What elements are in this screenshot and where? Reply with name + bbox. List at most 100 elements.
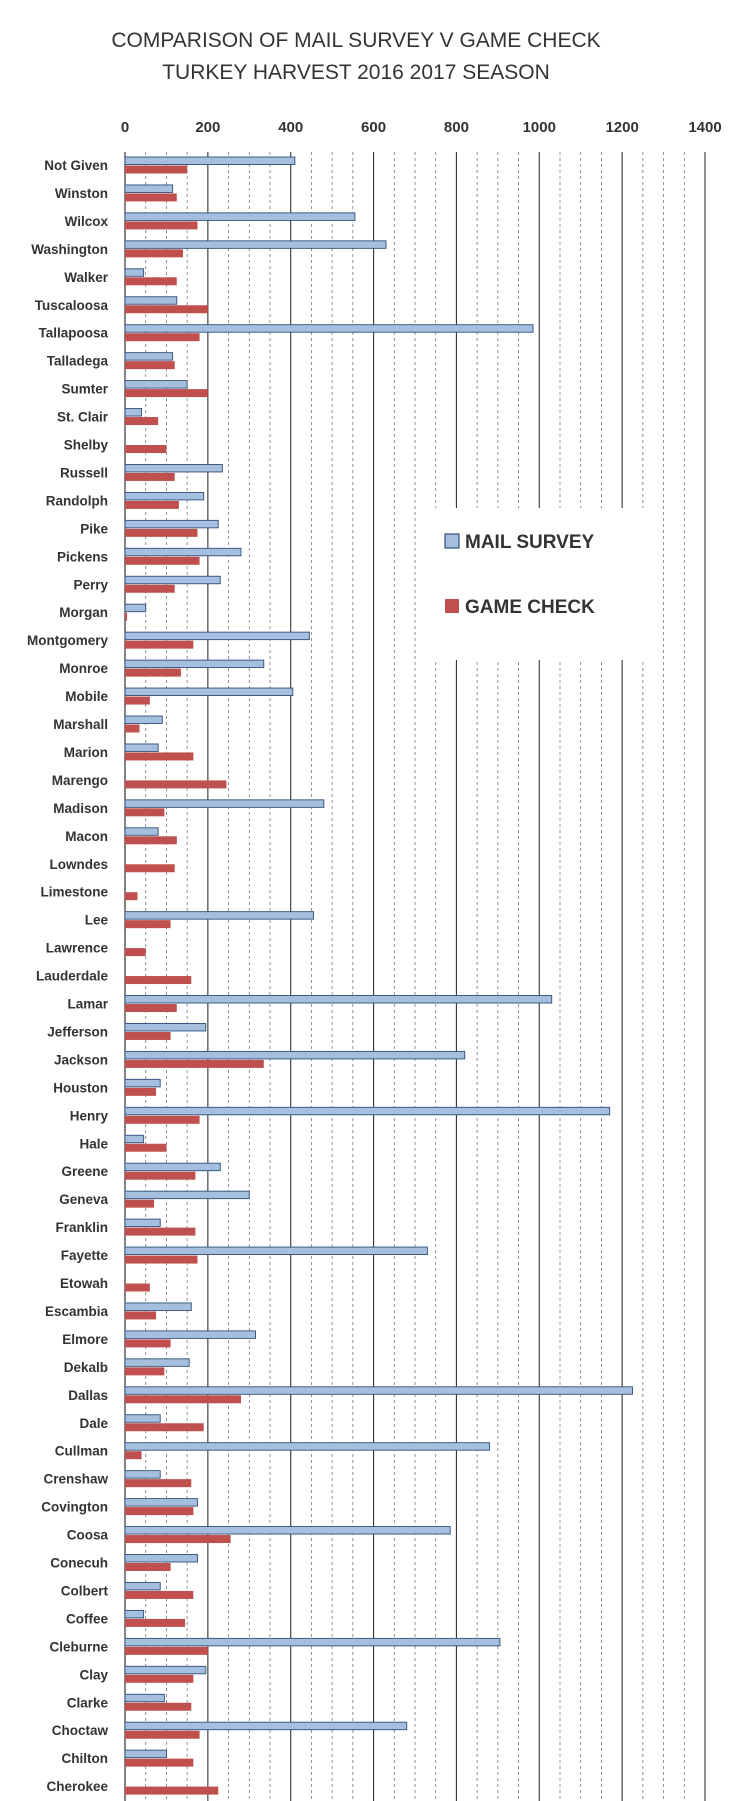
bar-game-check-morgan <box>125 612 128 621</box>
bar-mail-survey-franklin <box>124 1218 161 1228</box>
category-label-limestone: Limestone <box>40 885 108 900</box>
bar-game-check-perry <box>125 584 175 593</box>
bar-mail-survey-elmore <box>124 1330 256 1339</box>
legend-label-game-check: GAME CHECK <box>465 597 595 618</box>
bar-mail-survey-escambia <box>124 1302 192 1311</box>
title-line-2: TURKEY HARVEST 2016 2017 SEASON <box>162 61 550 84</box>
category-label-lamar: Lamar <box>67 997 108 1012</box>
category-label-marshall: Marshall <box>53 717 108 732</box>
bar-mail-survey-chilton <box>124 1749 167 1759</box>
category-label-pickens: Pickens <box>57 549 108 564</box>
bar-mail-survey-jefferson <box>124 1023 207 1032</box>
bar-game-check-fayette <box>125 1255 198 1264</box>
bar-mail-survey-tuscaloosa <box>124 296 178 305</box>
bar-game-check-lawrence <box>125 948 146 957</box>
bar-mail-survey-wilcox <box>124 212 356 221</box>
category-label-jackson: Jackson <box>54 1052 108 1067</box>
category-label-cherokee: Cherokee <box>46 1779 108 1794</box>
category-label-washington: Washington <box>31 242 108 257</box>
bar-game-check-lowndes <box>125 864 175 873</box>
bar-game-check-tallapoosa <box>125 333 200 342</box>
legend: MAIL SURVEY GAME CHECK <box>426 508 654 660</box>
bar-game-check-geneva <box>125 1199 154 1208</box>
bar-mail-survey-marshall <box>124 715 163 724</box>
bar-game-check-chilton <box>125 1758 194 1767</box>
category-label-colbert: Colbert <box>61 1583 109 1598</box>
bar-game-check-escambia <box>125 1311 157 1320</box>
bar-mail-survey-lamar <box>124 995 553 1004</box>
bar-game-check-houston <box>125 1087 157 1096</box>
category-label-etowah: Etowah <box>60 1276 108 1291</box>
category-label-lowndes: Lowndes <box>49 857 108 872</box>
bar-game-check-cleburne <box>125 1646 208 1655</box>
category-label-walker: Walker <box>64 270 109 285</box>
category-label-fayette: Fayette <box>61 1248 109 1263</box>
bar-game-check-greene <box>125 1171 196 1180</box>
bar-game-check-marion <box>125 752 194 761</box>
category-label-covington: Covington <box>41 1500 108 1515</box>
x-tick-label-600: 600 <box>361 119 386 136</box>
category-label-greene: Greene <box>61 1164 108 1179</box>
bar-mail-survey-greene <box>124 1162 221 1172</box>
bar-game-check-cullman <box>125 1451 142 1460</box>
category-label-henry: Henry <box>70 1108 109 1123</box>
legend-background <box>426 508 654 660</box>
x-tick-label-200: 200 <box>195 119 220 136</box>
category-label-coosa: Coosa <box>67 1528 109 1543</box>
bar-mail-survey-cullman <box>124 1442 491 1451</box>
bar-mail-survey-tallapoosa <box>124 324 534 333</box>
bar-mail-survey-cleburne <box>124 1637 501 1647</box>
category-label-clay: Clay <box>79 1667 108 1682</box>
category-label-shelby: Shelby <box>64 438 109 453</box>
bar-mail-survey-dekalb <box>124 1358 190 1367</box>
x-tick-label-400: 400 <box>278 119 303 136</box>
bar-mail-survey-madison <box>124 799 325 808</box>
bar-game-check-sumter <box>125 389 208 398</box>
bar-mail-survey-washington <box>124 240 387 249</box>
category-label-monroe: Monroe <box>59 661 108 676</box>
bar-game-check-cherokee <box>125 1786 219 1795</box>
bar-mail-survey-lee <box>124 911 314 920</box>
bar-game-check-franklin <box>125 1227 196 1236</box>
bar-game-check-talladega <box>125 361 175 370</box>
bar-mail-survey-walker <box>124 268 145 277</box>
category-label-houston: Houston <box>53 1080 108 1095</box>
category-label-sumter: Sumter <box>61 382 108 397</box>
category-label-geneva: Geneva <box>59 1192 108 1207</box>
bar-mail-survey-choctaw <box>124 1721 408 1731</box>
bar-game-check-clarke <box>125 1702 192 1711</box>
category-label-lauderdale: Lauderdale <box>36 969 109 984</box>
bar-mail-survey-fayette <box>124 1246 428 1256</box>
bar-mail-survey-houston <box>124 1078 161 1088</box>
category-label-macon: Macon <box>65 829 108 844</box>
category-label-wilcox: Wilcox <box>65 214 109 229</box>
bar-mail-survey-pike <box>124 519 219 529</box>
category-label-dekalb: Dekalb <box>64 1360 108 1375</box>
bar-game-check-covington <box>125 1507 194 1516</box>
bar-game-check-pike <box>125 528 198 537</box>
bar-game-check-wilcox <box>125 221 198 230</box>
category-label-montgomery: Montgomery <box>27 633 108 648</box>
category-label-cleburne: Cleburne <box>49 1639 108 1654</box>
bar-mail-survey-randolph <box>124 491 205 501</box>
bar-game-check-colbert <box>125 1590 194 1599</box>
bar-mail-survey-colbert <box>124 1581 161 1591</box>
bar-game-check-marshall <box>125 724 140 733</box>
bar-game-check-shelby <box>125 445 167 453</box>
bar-game-check-conecuh <box>125 1563 171 1571</box>
category-label-franklin: Franklin <box>55 1220 108 1235</box>
category-label-hale: Hale <box>79 1136 108 1151</box>
bar-mail-survey-perry <box>124 575 221 585</box>
bar-game-check-choctaw <box>125 1730 200 1739</box>
bar-mail-survey-crenshaw <box>124 1470 161 1479</box>
category-label-randolph: Randolph <box>46 493 108 508</box>
bar-mail-survey-henry <box>124 1106 611 1116</box>
bar-game-check-jefferson <box>125 1031 171 1040</box>
category-label-elmore: Elmore <box>62 1332 108 1347</box>
bar-game-check-pickens <box>125 556 200 565</box>
category-label-marengo: Marengo <box>52 773 108 788</box>
bar-game-check-st-clair <box>125 417 159 426</box>
category-label-mobile: Mobile <box>65 689 108 704</box>
bars <box>124 156 633 1795</box>
